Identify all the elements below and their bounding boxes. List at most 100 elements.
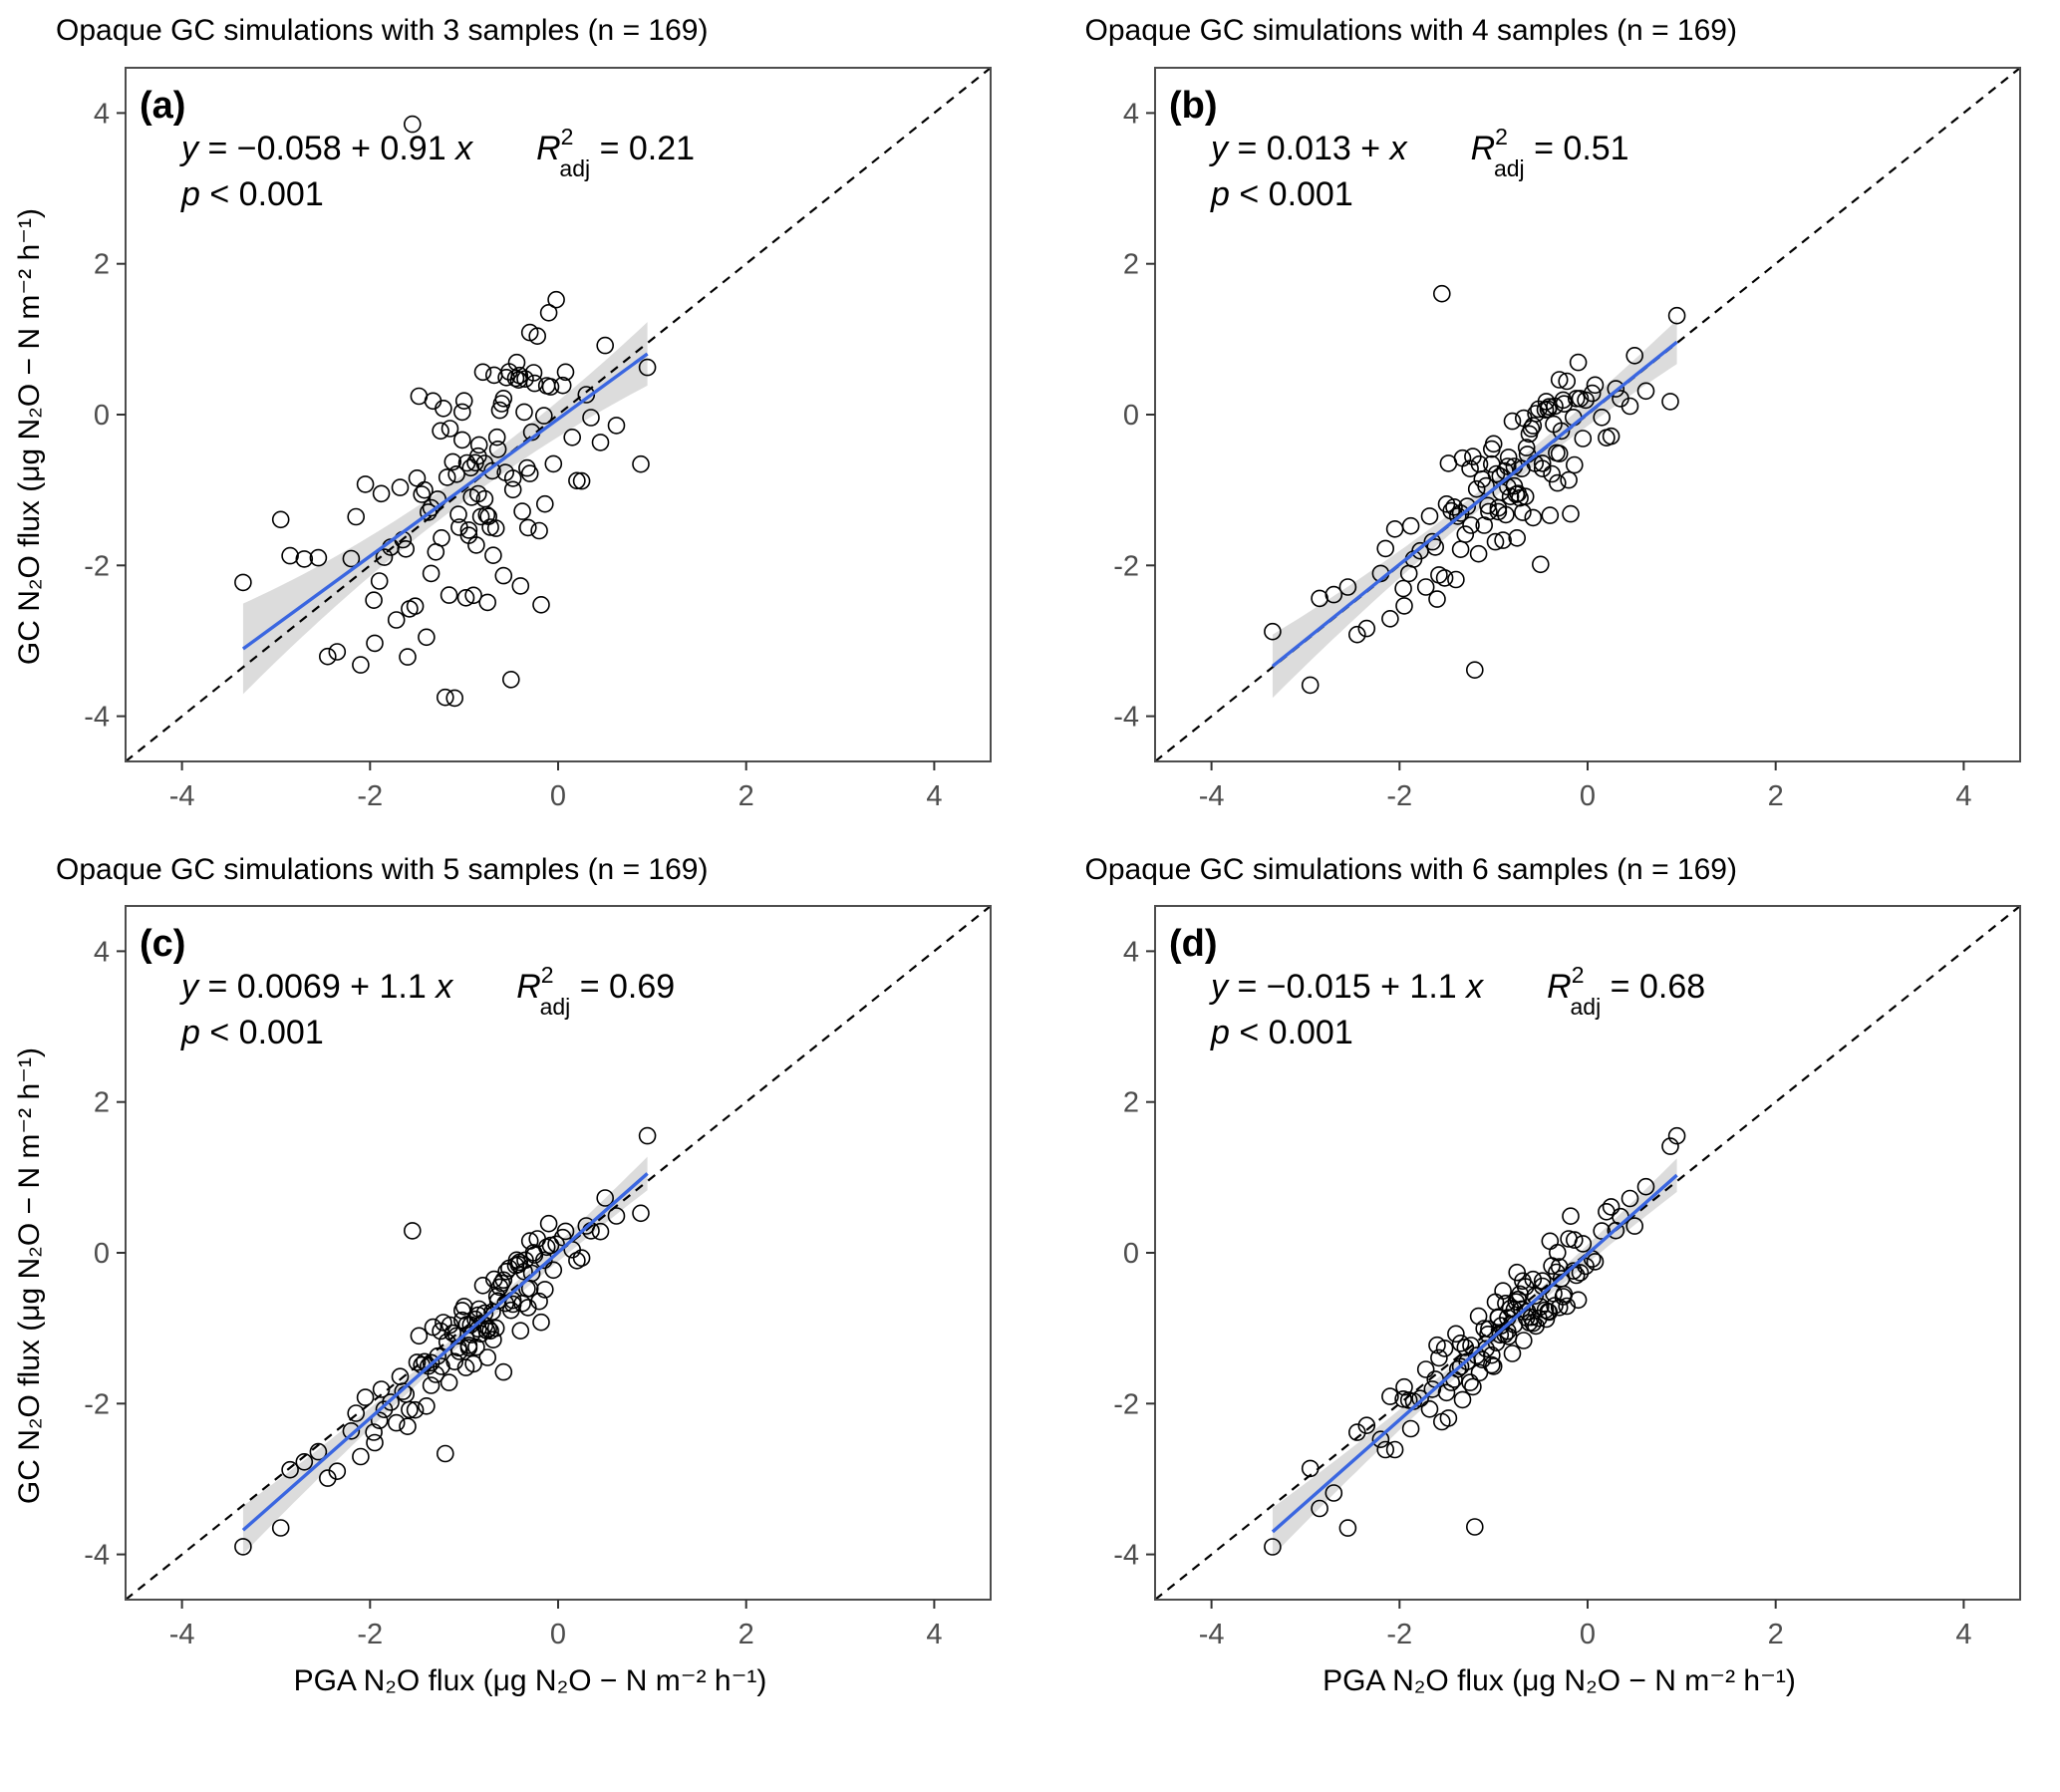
data-point: [1506, 484, 1525, 503]
y-tick-label: 0: [94, 400, 110, 432]
data-point: [1393, 579, 1412, 597]
data-point: [416, 480, 434, 499]
data-point: [342, 549, 361, 567]
data-point: [1503, 412, 1521, 430]
data-point: [441, 419, 459, 438]
x-tick-label: 2: [738, 1619, 754, 1650]
p-value-text: p < 0.001: [180, 1014, 324, 1051]
data-point: [418, 1396, 436, 1415]
data-point: [535, 1281, 554, 1299]
y-tick-label: 4: [94, 98, 110, 130]
x-tick-label: 4: [926, 1619, 942, 1650]
x-axis-title: PGA N₂O flux (μg N₂O − N m⁻² h⁻¹): [293, 1664, 767, 1697]
data-point: [632, 1204, 650, 1223]
panel-label: (d): [1169, 923, 1218, 965]
data-point: [1592, 1222, 1611, 1240]
data-point: [1465, 660, 1484, 679]
data-point: [1347, 625, 1366, 644]
data-point: [459, 1339, 478, 1357]
data-point: [1571, 1264, 1589, 1282]
points-layer: [234, 115, 657, 707]
data-point: [468, 484, 487, 502]
data-point: [422, 1376, 441, 1394]
data-point: [1470, 1363, 1488, 1382]
y-tick-label: 0: [94, 1238, 110, 1270]
data-point: [1451, 503, 1469, 522]
data-point: [539, 303, 558, 322]
data-point: [1338, 1519, 1356, 1537]
data-point: [488, 440, 507, 458]
data-point: [456, 588, 475, 607]
data-point: [1338, 577, 1356, 596]
data-point: [424, 1318, 442, 1337]
data-point: [479, 506, 498, 525]
data-point: [1467, 1346, 1486, 1364]
data-point: [375, 547, 394, 566]
x-tick-label: -4: [169, 780, 195, 812]
data-point: [1451, 539, 1469, 558]
data-point: [1513, 502, 1532, 521]
data-point: [328, 1462, 347, 1481]
figure-grid: Opaque GC simulations with 3 samples (n …: [6, 8, 2021, 1697]
data-point: [525, 374, 544, 392]
data-point: [1467, 479, 1486, 498]
data-point: [1606, 379, 1624, 398]
data-point: [503, 479, 522, 498]
x-tick-label: 4: [1955, 1619, 1971, 1650]
data-point: [483, 1303, 501, 1322]
data-point: [1548, 473, 1567, 491]
data-point: [1523, 416, 1542, 435]
data-point: [347, 507, 366, 525]
data-point: [486, 1319, 505, 1338]
data-point: [1422, 532, 1441, 550]
data-point: [1557, 372, 1576, 390]
x-axis-title: PGA N₂O flux (μg N₂O − N m⁻² h⁻¹): [1323, 1664, 1796, 1697]
data-point: [1385, 1440, 1403, 1459]
data-point: [1416, 577, 1435, 596]
points-layer: [1263, 284, 1685, 694]
data-point: [1420, 1399, 1438, 1418]
data-point: [391, 477, 410, 496]
data-point: [1531, 554, 1550, 573]
data-point: [435, 399, 452, 418]
data-point: [1465, 1518, 1484, 1536]
data-point: [271, 509, 290, 528]
y-tick-label: 2: [94, 1087, 110, 1119]
panel-label: (a): [140, 85, 185, 127]
data-point: [511, 1322, 530, 1341]
scatter-panel-a: Opaque GC simulations with 3 samples (n …: [6, 8, 1022, 821]
data-point: [1559, 470, 1578, 488]
data-point: [591, 433, 610, 451]
y-tick-label: -2: [84, 1388, 110, 1420]
data-point: [478, 1348, 497, 1366]
data-point: [507, 353, 526, 372]
y-tick-label: -4: [1113, 1540, 1139, 1572]
data-point: [490, 401, 509, 419]
data-point: [419, 502, 438, 521]
y-tick-label: -4: [84, 701, 110, 733]
data-point: [1457, 496, 1476, 515]
data-point: [401, 1400, 419, 1419]
data-point: [510, 1253, 529, 1272]
data-point: [422, 564, 441, 582]
data-point: [1437, 1383, 1455, 1402]
data-point: [484, 366, 503, 384]
data-point: [443, 452, 462, 470]
data-point: [309, 1442, 328, 1461]
data-point: [1573, 1235, 1592, 1253]
data-point: [464, 1354, 482, 1373]
data-point: [638, 358, 657, 376]
data-point: [1484, 1357, 1503, 1375]
data-point: [391, 1367, 410, 1386]
data-point: [1606, 1221, 1624, 1240]
data-point: [1356, 1416, 1375, 1435]
data-point: [1513, 1272, 1532, 1291]
data-point: [501, 670, 520, 689]
data-point: [1444, 497, 1463, 516]
data-point: [1371, 1430, 1389, 1449]
data-point: [433, 1357, 450, 1375]
data-point: [524, 1244, 543, 1262]
data-point: [1375, 1440, 1394, 1459]
data-point: [1474, 1320, 1493, 1338]
p-value-text: p < 0.001: [180, 175, 324, 213]
